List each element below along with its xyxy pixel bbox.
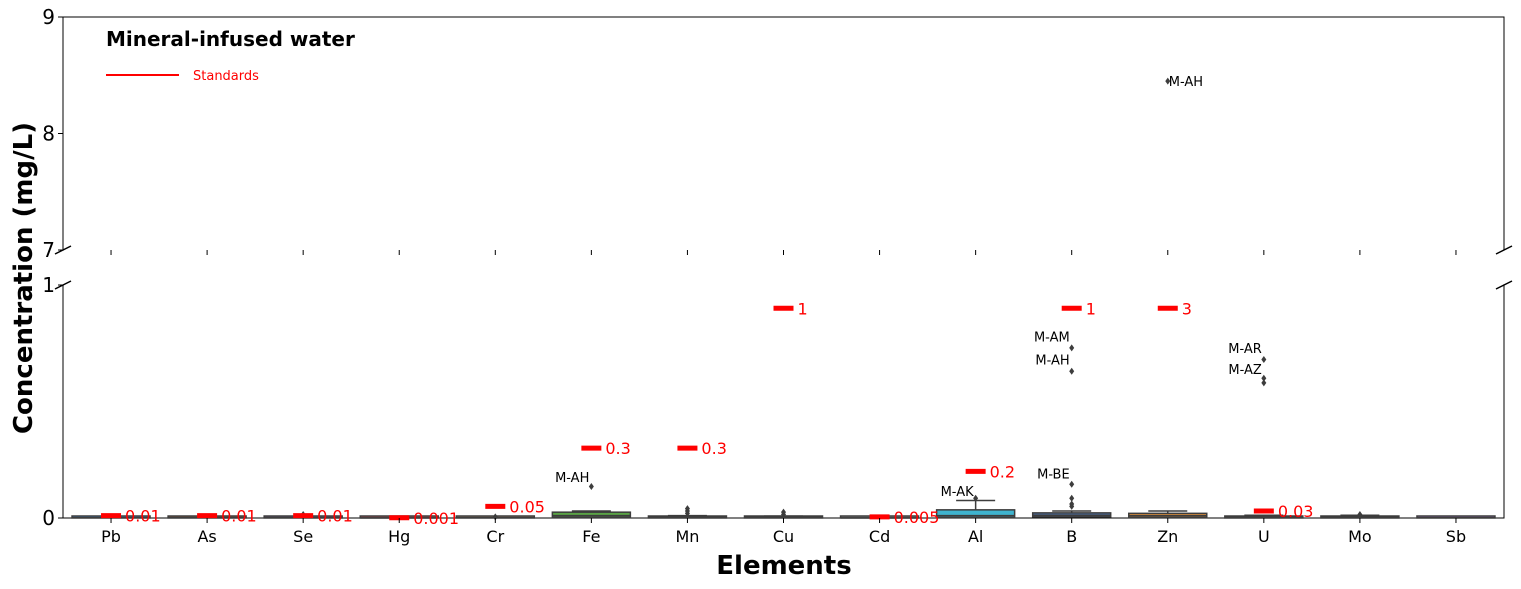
outlier-point (1069, 500, 1075, 508)
x-tick-label-zn: Zn (1157, 527, 1178, 546)
x-tick-label-fe: Fe (582, 527, 600, 546)
box-b (1031, 510, 1112, 518)
outlier-point (1069, 367, 1075, 375)
x-tick-label-cu: Cu (773, 527, 794, 546)
box-al (935, 499, 1016, 519)
standard-label-u: 0.03 (1278, 502, 1314, 521)
standard-label-cr: 0.05 (509, 497, 545, 516)
outlier-labels: M-AH M-AK M-BE M-AM M-AH M-AR M-AZ M-AH (555, 75, 1262, 500)
outlier-label: M-AH (555, 471, 589, 486)
outlier-label: M-AR (1228, 342, 1262, 357)
upper-y-ticks: 7 8 9 (42, 5, 63, 262)
standard-label-b: 1 (1086, 299, 1096, 318)
standard-label-cu: 1 (798, 299, 808, 318)
x-tick-label-hg: Hg (388, 527, 410, 546)
box-body (551, 511, 632, 519)
x-axis-title: Elements (716, 551, 851, 581)
upper-x-tick-marks (110, 250, 1457, 255)
x-tick-label-as: As (197, 527, 216, 546)
outlier-point (781, 508, 786, 516)
break-mark-lower-right (1495, 280, 1513, 290)
outlier-point (492, 513, 498, 521)
lower-y-ticks: 01 (42, 273, 63, 530)
standard-label-pb: 0.01 (125, 507, 161, 526)
standard-label-cd: 0.005 (894, 508, 940, 527)
chart-title: Mineral-infused water (106, 27, 355, 51)
upper-y-tick-label: 7 (42, 238, 55, 262)
outlier-point (684, 505, 690, 513)
break-mark-upper-right (1495, 245, 1513, 255)
standard-label-mn: 0.3 (701, 439, 726, 458)
x-tick-label-u: U (1258, 527, 1270, 546)
standard-label-zn: 3 (1182, 299, 1192, 318)
x-tick-label-se: Se (293, 527, 313, 546)
outlier-label: M-AM (1034, 330, 1070, 345)
outlier-label: M-BE (1037, 468, 1070, 483)
standard-label-as: 0.01 (221, 507, 257, 526)
outlier-label: M-AZ (1228, 363, 1262, 378)
outlier-label: M-AH (1035, 354, 1069, 369)
outlier-label: M-AH (1169, 75, 1203, 90)
lower-top-cover (64, 284, 1503, 286)
box-zn (1128, 510, 1208, 519)
outliers (300, 77, 1363, 521)
lower-y-tick-label: 1 (42, 273, 55, 297)
outlier-point (1261, 379, 1267, 387)
upper-plot-frame (62, 16, 1505, 251)
x-tick-label-al: Al (968, 527, 983, 546)
box-fe (551, 510, 632, 519)
x-tick-labels: Pb As Se Hg Cr Fe Mn Cu Cd Al B Zn U Mo Sb (101, 518, 1466, 546)
x-tick-label-b: B (1066, 527, 1077, 546)
outlier-label: M-AK (941, 485, 975, 500)
outlier-point (973, 494, 979, 502)
legend-standards-label: Standards (193, 69, 259, 84)
upper-y-tick-label: 9 (42, 5, 55, 29)
standard-label-al: 0.2 (990, 462, 1015, 481)
standard-label-fe: 0.3 (605, 439, 630, 458)
x-tick-label-mn: Mn (675, 527, 699, 546)
outlier-point (1357, 511, 1363, 519)
standards: 0.01 0.01 0.01 0.001 0.05 0.3 0.3 1 0.005 0.2 1 3 0.… (101, 299, 1314, 528)
x-tick-label-sb: Sb (1446, 527, 1466, 546)
outlier-point (1069, 344, 1075, 352)
upper-y-tick-label: 8 (42, 122, 55, 146)
x-tick-label-mo: Mo (1348, 527, 1372, 546)
y-axis-title: Concentration (mg/L) (9, 122, 39, 434)
outlier-point (1165, 77, 1171, 85)
outlier-point (1261, 374, 1267, 382)
outlier-point (588, 483, 594, 491)
standard-label-hg: 0.001 (413, 509, 459, 528)
outlier-point (1069, 480, 1075, 488)
x-tick-label-cr: Cr (486, 527, 504, 546)
box-sb (1416, 515, 1496, 519)
standard-label-se: 0.01 (317, 507, 353, 526)
box-body (935, 509, 1016, 519)
x-tick-label-cd: Cd (869, 527, 890, 546)
lower-plot-frame (62, 284, 1505, 519)
outlier-point (1069, 494, 1075, 502)
outlier-point (1261, 356, 1267, 364)
lower-y-tick-label: 0 (42, 506, 55, 530)
x-tick-label-pb: Pb (101, 527, 121, 546)
